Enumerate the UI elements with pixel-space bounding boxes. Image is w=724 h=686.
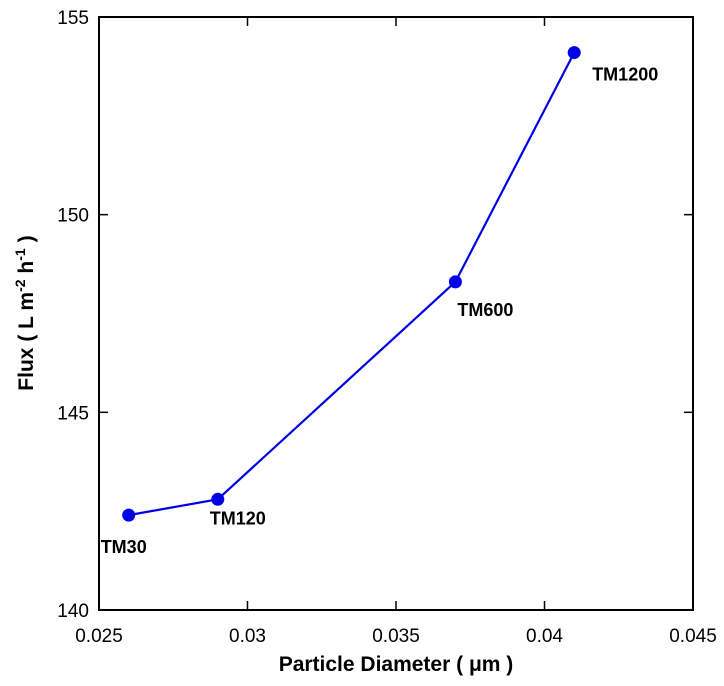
y-axis-label-sup1: -2 — [12, 279, 28, 292]
x-tick-label: 0.035 — [372, 626, 420, 647]
x-tick-label: 0.025 — [75, 626, 123, 647]
x-tick-label: 0.03 — [229, 626, 266, 647]
y-axis-label-end: ) — [15, 235, 38, 242]
x-axis-label: Particle Diameter ( μm ) — [279, 653, 514, 676]
data-point — [122, 508, 136, 522]
x-tick-label: 0.04 — [526, 626, 563, 647]
y-axis-label-mid: h — [15, 261, 38, 280]
labels-layer: TM30 TM120 TM600 TM1200 — [101, 65, 659, 558]
series-line — [128, 52, 576, 517]
y-axis-label-sup2: -1 — [12, 248, 28, 261]
y-tick-label: 140 — [57, 601, 89, 622]
data-label: TM30 — [101, 537, 147, 557]
data-label: TM120 — [210, 508, 266, 528]
plot-frame — [98, 16, 694, 611]
data-point — [211, 492, 225, 506]
x-tick-label: 0.045 — [669, 626, 717, 647]
series-layer — [122, 46, 581, 522]
y-axis-label-base: Flux ( L m — [15, 292, 38, 391]
y-tick-label: 145 — [57, 403, 89, 424]
data-label: TM600 — [457, 300, 513, 320]
y-axis-label: Flux ( L m-2 h-1) — [12, 235, 38, 390]
data-label: TM1200 — [592, 65, 658, 85]
ticks-layer: 0.025 0.03 0.035 0.04 0.045 140 145 150 155 — [57, 8, 716, 647]
y-tick-label: 155 — [57, 8, 89, 29]
y-tick-label: 150 — [57, 206, 89, 227]
data-point — [567, 46, 581, 60]
data-point — [448, 275, 462, 289]
